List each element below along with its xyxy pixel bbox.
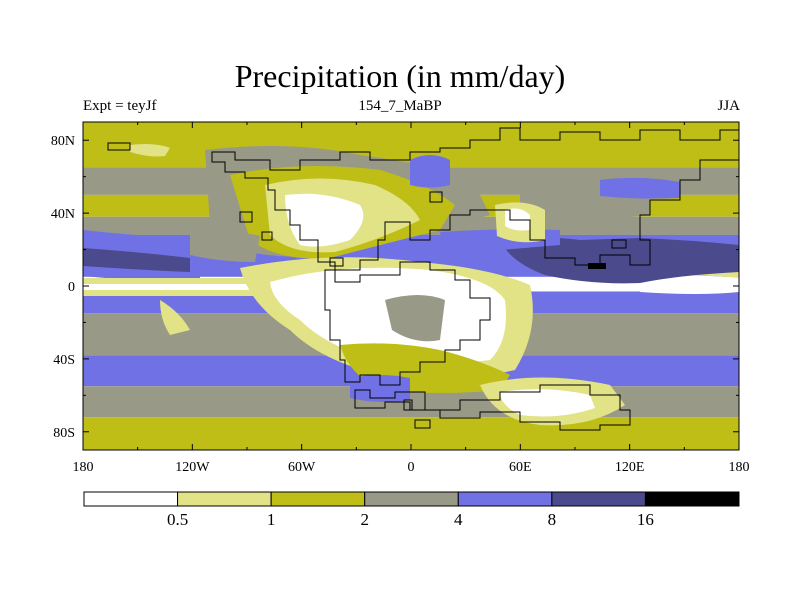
coastline-segment bbox=[611, 239, 627, 249]
x-tick-label: 0 bbox=[408, 460, 415, 475]
x-tick-label: 180 bbox=[73, 460, 94, 475]
precipitation-field bbox=[83, 122, 739, 450]
x-tick-label: 60W bbox=[288, 460, 316, 475]
coastline-segment bbox=[261, 231, 273, 241]
precip-region bbox=[270, 267, 506, 364]
colorbar-swatch bbox=[551, 491, 646, 507]
coastline-segment bbox=[429, 191, 443, 203]
y-tick-label: 40N bbox=[51, 207, 75, 222]
precip-region bbox=[600, 177, 680, 199]
precip-region bbox=[410, 155, 450, 188]
continent-outline bbox=[107, 127, 739, 431]
season-label: JJA bbox=[717, 98, 740, 114]
colorbar-label: 4 bbox=[454, 510, 463, 529]
x-tick-label: 120E bbox=[615, 460, 645, 475]
precip-region bbox=[500, 389, 595, 417]
precip-region bbox=[190, 231, 260, 262]
precip-region bbox=[640, 275, 739, 294]
precip-region bbox=[385, 295, 445, 342]
x-tick-label: 60E bbox=[509, 460, 532, 475]
colorbar-label: 0.5 bbox=[167, 510, 188, 529]
precip-region bbox=[505, 208, 530, 231]
precip-region bbox=[83, 248, 190, 272]
chart-title: Precipitation (in mm/day) bbox=[234, 58, 566, 94]
colorbar-swatch bbox=[177, 491, 272, 507]
colorbar-swatch bbox=[457, 491, 553, 507]
coastline-segment bbox=[414, 419, 431, 429]
x-tick-label: 120W bbox=[175, 460, 210, 475]
colorbar-swatch bbox=[270, 491, 366, 507]
coastline-segment bbox=[239, 211, 253, 223]
precip-region bbox=[130, 144, 170, 157]
colorbar-swatch bbox=[364, 491, 459, 507]
colorbar-label: 16 bbox=[637, 510, 654, 529]
coastline-segment bbox=[211, 127, 739, 271]
y-tick-label: 40S bbox=[53, 353, 75, 368]
y-tick-label: 80S bbox=[53, 426, 75, 441]
experiment-label: Expt = teyJf bbox=[83, 98, 157, 114]
precip-region bbox=[588, 263, 606, 269]
precip-region bbox=[285, 193, 364, 247]
run-label: 154_7_MaBP bbox=[358, 98, 442, 114]
colorbar: 0.5 1 2 4 8 16 bbox=[83, 491, 740, 529]
colorbar-label: 1 bbox=[267, 510, 276, 529]
coastline-segment bbox=[354, 384, 631, 431]
x-tick-label: 180 bbox=[729, 460, 750, 475]
colorbar-label: 2 bbox=[360, 510, 369, 529]
coastline-segment bbox=[403, 399, 413, 411]
precip-region bbox=[500, 237, 739, 284]
coastline-segment bbox=[107, 142, 131, 151]
colorbar-swatch bbox=[83, 491, 179, 507]
colorbar-label: 8 bbox=[548, 510, 557, 529]
y-tick-label: 80N bbox=[51, 134, 75, 149]
coastline-segment bbox=[329, 257, 344, 267]
coastline-segment bbox=[324, 261, 491, 386]
colorbar-swatch bbox=[644, 491, 740, 507]
precip-region bbox=[160, 300, 190, 335]
y-tick-label: 0 bbox=[68, 280, 75, 295]
axis-ticks: 180 120W 60W 0 60E 120E 180 80N 40N 0 40S 80S bbox=[51, 122, 750, 475]
